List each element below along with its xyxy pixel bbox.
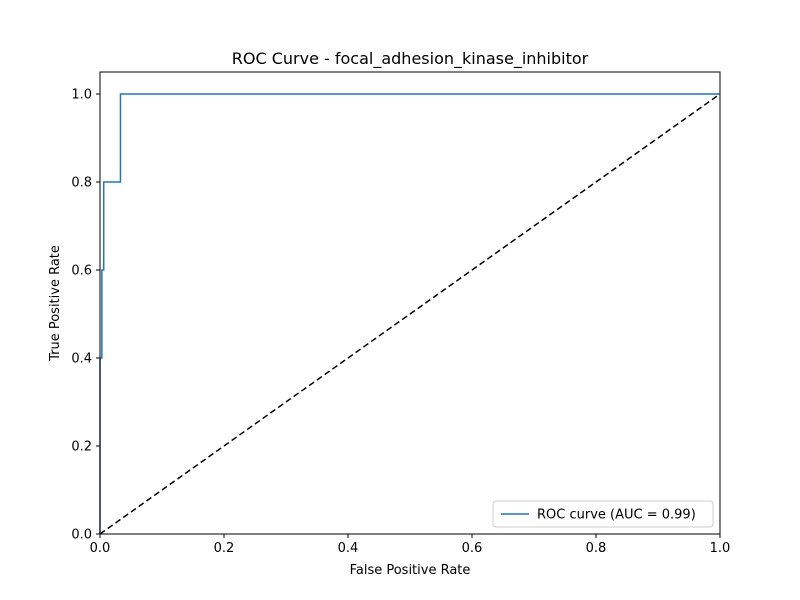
chart-title: ROC Curve - focal_adhesion_kinase_inhibi… [232, 49, 589, 69]
legend: ROC curve (AUC = 0.99) [492, 500, 714, 528]
x-tick-label: 1.0 [710, 541, 731, 556]
x-tick-label: 0.2 [214, 541, 235, 556]
axes-frame [99, 71, 721, 535]
series-layer [99, 93, 721, 535]
x-axis-label: False Positive Rate [350, 563, 471, 578]
y-tick-label: 1.0 [71, 88, 92, 103]
y-tick-label: 0.4 [71, 352, 92, 367]
x-tick-label: 0.0 [90, 541, 111, 556]
legend-label: ROC curve (AUC = 0.99) [537, 508, 696, 523]
y-tick-label: 0.2 [71, 440, 92, 455]
x-tick-label: 0.4 [338, 541, 359, 556]
x-tick-label: 0.6 [462, 541, 483, 556]
y-tick-label: 0.0 [71, 528, 92, 543]
y-tick-label: 0.8 [71, 176, 92, 191]
y-axis-label: True Positive Rate [48, 245, 63, 362]
y-tick-label: 0.6 [71, 264, 92, 279]
roc-curve-line [99, 93, 720, 534]
legend-box [492, 500, 714, 528]
chance-diagonal-line [99, 93, 721, 535]
axis-ticks: 0.0 0.2 0.4 0.6 0.8 1.0 0.0 0.2 0.4 0.6 0.8 1.0 [71, 88, 730, 557]
x-tick-label: 0.8 [586, 541, 607, 556]
